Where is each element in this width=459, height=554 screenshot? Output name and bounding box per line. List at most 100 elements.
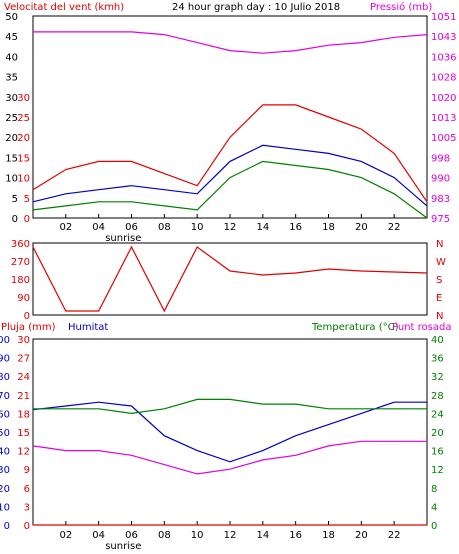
- rain-tick-6: 18: [17, 409, 30, 420]
- humidity-tick-5: 50: [0, 428, 10, 439]
- rain-tick-3: 9: [24, 465, 30, 476]
- direction-left-tick-2: 180: [11, 275, 30, 286]
- x-tick-label-0-5: 12: [224, 222, 237, 233]
- x-tick-label-0-9: 20: [355, 222, 368, 233]
- x-tick-label-2-3: 08: [158, 530, 171, 541]
- sunrise-label-2: sunrise: [105, 541, 141, 552]
- wind-pressure-plot-frame: [32, 15, 428, 219]
- temperature-tick-8: 32: [431, 372, 444, 383]
- series-line-2-2-magenta: [32, 440, 427, 475]
- wind-left-tick-3: 15: [5, 153, 18, 164]
- wind-direction-plot-frame: [32, 242, 428, 316]
- temperature-tick-1: 4: [431, 502, 437, 513]
- rain-tick-2: 6: [24, 484, 30, 495]
- temperature-tick-0: 0: [431, 521, 437, 532]
- wind-left-tick-10: 50: [5, 12, 18, 23]
- series-line-0-3-green: [32, 160, 428, 219]
- series-line-2-0-blue: [32, 401, 427, 463]
- x-tick-label-0-8: 18: [322, 222, 335, 233]
- wind-left-tick-5: 25: [5, 113, 18, 124]
- dewpoint-axis-title: Punt rosada: [392, 322, 451, 333]
- wind-red-tick-4: 20: [17, 133, 30, 144]
- series-line-1-0-red: [32, 245, 428, 313]
- pressure-tick-7: 1028: [431, 73, 456, 84]
- wind-left-tick-0: 0: [12, 214, 18, 225]
- rain-axis-title: Pluja (mm): [1, 322, 56, 333]
- wind-left-tick-8: 40: [5, 52, 18, 63]
- temperature-tick-5: 20: [431, 428, 444, 439]
- wind-left-tick-9: 45: [5, 32, 18, 43]
- x-tick-label-0-4: 10: [191, 222, 204, 233]
- temperature-tick-10: 40: [431, 335, 444, 346]
- pressure-tick-10: 1051: [431, 12, 456, 23]
- wind-left-tick-7: 35: [5, 73, 18, 84]
- temperature-tick-6: 24: [431, 409, 444, 420]
- wind-left-tick-6: 30: [5, 93, 18, 104]
- humidity-tick-2: 20: [0, 484, 10, 495]
- x-tick-label-2-4: 10: [191, 530, 204, 541]
- x-tick-label-2-9: 20: [355, 530, 368, 541]
- direction-left-tick-1: 90: [17, 293, 30, 304]
- x-tick-label-2-0: 02: [59, 530, 72, 541]
- humidity-tick-1: 10: [0, 502, 10, 513]
- pressure-tick-8: 1036: [431, 52, 456, 63]
- x-tick-label-2-8: 18: [322, 530, 335, 541]
- direction-left-tick-0: 0: [24, 311, 30, 322]
- pressure-tick-6: 1020: [431, 93, 456, 104]
- humidity-tick-9: 90: [0, 354, 10, 365]
- rain-tick-0: 0: [24, 521, 30, 532]
- series-line-2-1-green: [33, 398, 427, 415]
- rain-tick-5: 15: [17, 428, 30, 439]
- rain-tick-10: 30: [17, 335, 30, 346]
- series-line-0-1-red: [32, 104, 428, 203]
- humidity-tick-3: 30: [0, 465, 10, 476]
- direction-left-tick-4: 360: [11, 239, 30, 250]
- pressure-tick-0: 975: [431, 214, 450, 225]
- x-tick-label-0-2: 06: [125, 222, 138, 233]
- sunrise-label-0: sunrise: [105, 233, 141, 244]
- x-tick-label-0-3: 08: [158, 222, 171, 233]
- rain-tick-9: 27: [17, 354, 30, 365]
- x-tick-label-2-10: 22: [388, 530, 401, 541]
- compass-letter-1: W: [436, 257, 446, 268]
- x-tick-label-2-1: 04: [92, 530, 105, 541]
- temperature-tick-9: 36: [431, 354, 444, 365]
- humidity-tick-4: 40: [0, 447, 10, 458]
- chart-title: 24 hour graph day : 10 Julio 2018: [172, 2, 340, 13]
- wind-red-tick-2: 10: [17, 174, 30, 185]
- compass-letter-2: S: [436, 275, 442, 286]
- humidity-tick-7: 70: [0, 391, 10, 402]
- x-tick-label-2-5: 12: [224, 530, 237, 541]
- wind-red-tick-0: 0: [24, 214, 30, 225]
- compass-letter-4: N: [436, 311, 443, 322]
- humidity-tick-6: 60: [0, 409, 10, 420]
- wind-left-tick-2: 10: [5, 174, 18, 185]
- compass-letter-3: E: [436, 293, 442, 304]
- pressure-tick-1: 983: [431, 194, 450, 205]
- direction-left-tick-3: 270: [11, 257, 30, 268]
- temperature-tick-3: 12: [431, 465, 444, 476]
- pressure-tick-2: 990: [431, 174, 450, 185]
- series-line-0-2-blue: [32, 144, 428, 207]
- temperature-axis-title: Temperatura (°C): [311, 322, 399, 333]
- temperature-tick-7: 28: [431, 391, 444, 402]
- temp-humidity-plot-frame: [32, 338, 428, 526]
- wind-left-tick-1: 5: [12, 194, 18, 205]
- pressure-axis-title: Pressió (mb): [370, 1, 432, 13]
- pressure-tick-5: 1013: [431, 113, 456, 124]
- wind-red-tick-5: 25: [17, 113, 30, 124]
- rain-tick-8: 24: [17, 372, 30, 383]
- x-tick-label-0-1: 04: [92, 222, 105, 233]
- pressure-tick-4: 1005: [431, 133, 456, 144]
- humidity-tick-8: 80: [0, 372, 10, 383]
- x-tick-label-2-7: 16: [289, 530, 302, 541]
- wind-red-tick-3: 15: [17, 153, 30, 164]
- humidity-tick-10: 100: [0, 335, 10, 346]
- pressure-tick-3: 998: [431, 153, 450, 164]
- x-tick-label-2-2: 06: [125, 530, 138, 541]
- wind-left-tick-4: 20: [5, 133, 18, 144]
- temperature-tick-2: 8: [431, 484, 437, 495]
- x-tick-label-0-10: 22: [388, 222, 401, 233]
- wind-red-tick-6: 30: [17, 93, 30, 104]
